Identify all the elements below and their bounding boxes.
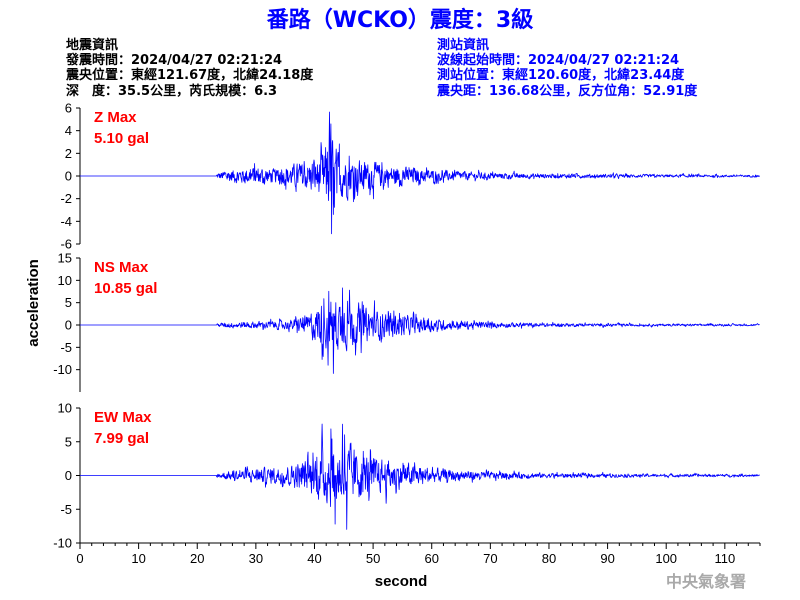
station-location: 測站位置：東經120.60度，北緯23.44度 (437, 67, 685, 83)
panel-ew: 10 5 0 -5 -10 EW Max 7.99 gal (53, 401, 760, 551)
y-tick-label: 10 (58, 401, 72, 416)
station-info: 測站資訊 波線起始時間：2024/04/27 02:21:24 測站位置：東經1… (436, 37, 698, 99)
y-tick-label: -5 (60, 340, 72, 355)
x-tick-label: 10 (131, 551, 145, 566)
y-tick-label: 0 (65, 318, 72, 333)
cwa-watermark: 中央氣象署 (666, 572, 746, 591)
x-tick-label: 0 (76, 551, 83, 566)
x-tick-label: 60 (424, 551, 438, 566)
max-label: NS Max (94, 259, 149, 276)
y-tick-label: -4 (60, 214, 72, 229)
x-tick-label: 30 (249, 551, 263, 566)
y-tick-label: 0 (65, 468, 72, 483)
waveform-trace (80, 111, 760, 235)
y-tick-label: 10 (58, 273, 72, 288)
x-tick-label: 70 (483, 551, 497, 566)
panel-ns: 15 10 5 0 -5 -10 NS Max 10.85 gal (53, 251, 760, 392)
x-tick-label: 80 (542, 551, 556, 566)
y-tick-label: 2 (65, 146, 72, 161)
y-tick-label: 0 (65, 169, 72, 184)
depth-magnitude: 深 度：35.5公里，芮氏規模：6.3 (66, 83, 277, 99)
max-label: Z Max (94, 109, 137, 126)
epicentral-distance: 震央距：136.68公里，反方位角：52.91度 (436, 83, 698, 99)
origin-time: 發震時間：2024/04/27 02:21:24 (65, 52, 282, 68)
panel-z: 6 4 2 0 -2 -4 -6 Z Max 5.10 gal (60, 101, 760, 252)
y-tick-label: -10 (53, 536, 72, 551)
y-axis-label: acceleration (25, 259, 42, 347)
y-tick-label: -6 (60, 237, 72, 252)
x-tick-label: 40 (307, 551, 321, 566)
waveform-trace (80, 423, 760, 530)
y-tick-label: 5 (65, 295, 72, 310)
max-label: EW Max (94, 409, 152, 426)
x-tick-label: 90 (600, 551, 614, 566)
y-tick-label: -10 (53, 362, 72, 377)
x-tick-label: 100 (655, 551, 677, 566)
max-value: 5.10 gal (94, 130, 149, 147)
x-tick-label: 20 (190, 551, 204, 566)
y-tick-label: -2 (60, 191, 72, 206)
y-tick-label: 4 (65, 123, 72, 138)
max-value: 7.99 gal (94, 430, 149, 447)
y-tick-label: 15 (58, 251, 72, 266)
waveform-trace (80, 287, 760, 374)
trace-panels: 6 4 2 0 -2 -4 -6 Z Max 5.10 gal 15 10 5 0 -5 -10 NS Max… (53, 101, 760, 551)
chart-title: 番路（WCKO）震度：3級 (266, 7, 533, 33)
y-tick-label: 6 (65, 101, 72, 116)
y-tick-label: -5 (60, 502, 72, 517)
max-value: 10.85 gal (94, 280, 157, 297)
wave-start-time: 波線起始時間：2024/04/27 02:21:24 (437, 52, 679, 68)
station-info-heading: 測站資訊 (437, 37, 489, 53)
y-tick-label: 5 (65, 434, 72, 449)
x-axis-label: second (375, 573, 428, 590)
earthquake-info: 地震資訊 發震時間：2024/04/27 02:21:24 震央位置：東經121… (65, 37, 314, 99)
x-tick-label: 110 (714, 551, 735, 566)
quake-info-heading: 地震資訊 (66, 37, 118, 53)
x-axis: 0 10 20 30 40 50 60 70 80 90 100 110 (76, 542, 761, 566)
x-tick-label: 50 (366, 551, 380, 566)
epicenter-location: 震央位置：東經121.67度，北緯24.18度 (65, 67, 314, 83)
